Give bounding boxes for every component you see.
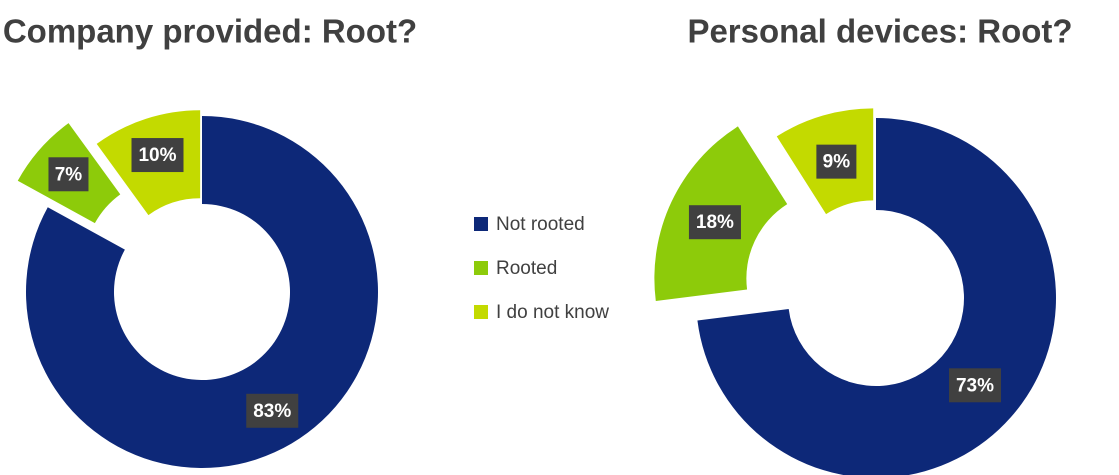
legend-label: I do not know xyxy=(496,302,609,323)
label-box xyxy=(131,138,184,173)
label-box xyxy=(48,157,89,192)
data-label: 10% xyxy=(138,145,176,166)
chart-title: Company provided: Root? xyxy=(3,13,417,50)
label-box xyxy=(816,144,857,179)
legend-label: Not rooted xyxy=(496,214,585,235)
label-box xyxy=(246,393,299,428)
data-label: 83% xyxy=(253,401,291,422)
legend-swatch xyxy=(474,261,488,275)
data-label: 7% xyxy=(55,164,83,185)
label-box xyxy=(949,368,1002,403)
data-label: 73% xyxy=(956,375,994,396)
chart-title: Personal devices: Root? xyxy=(687,13,1072,50)
legend-swatch xyxy=(474,305,488,319)
legend-swatch xyxy=(474,217,488,231)
data-label: 9% xyxy=(823,152,851,173)
pie-slice xyxy=(25,116,378,469)
legend-label: Rooted xyxy=(496,258,557,279)
data-label: 18% xyxy=(696,212,734,233)
legend: Not rooted Rooted I do not know xyxy=(474,214,609,323)
label-box xyxy=(688,205,741,240)
